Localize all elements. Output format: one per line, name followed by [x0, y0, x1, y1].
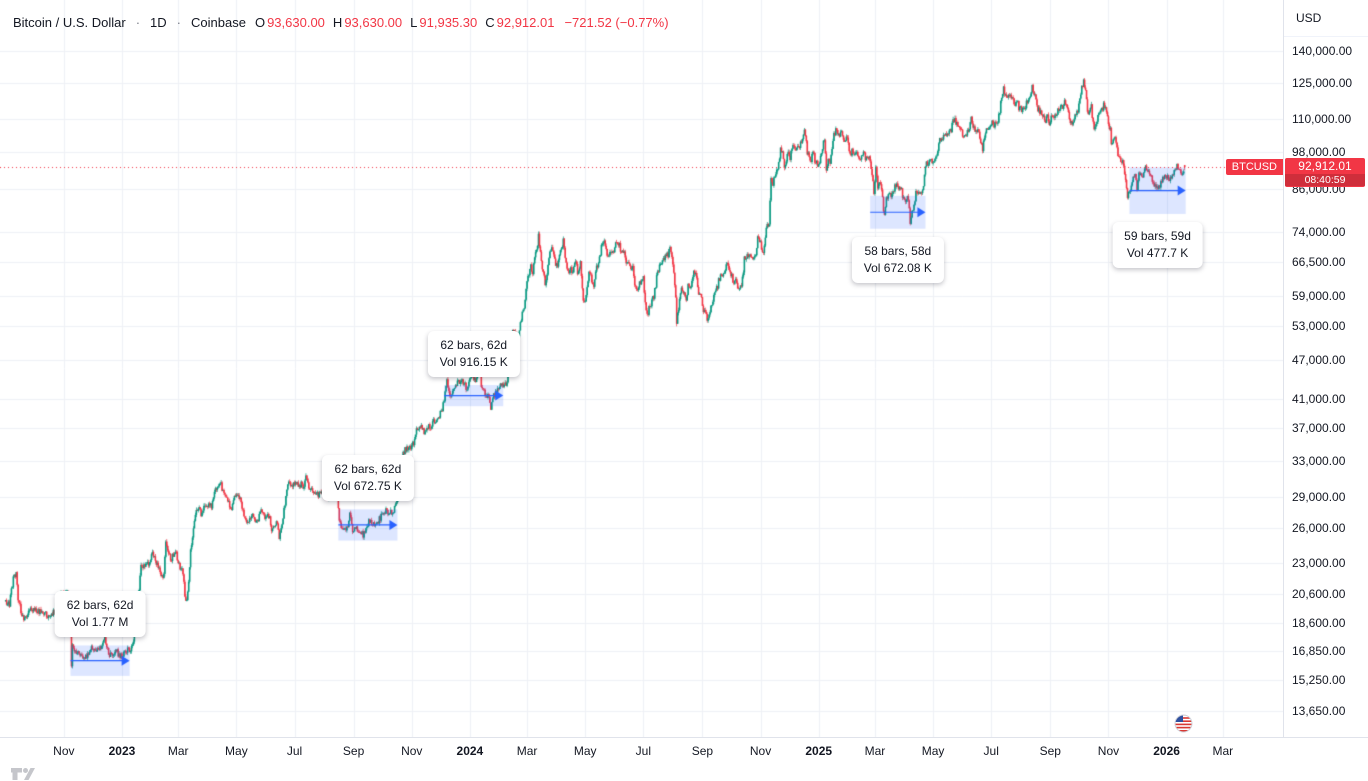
open-value: 93,630.00 — [267, 15, 325, 30]
price-tick-label: 47,000.00 — [1292, 353, 1346, 368]
high-label: H — [332, 15, 343, 30]
time-tick-label: Sep — [1039, 744, 1061, 758]
time-tick-label: Sep — [342, 744, 365, 758]
measurement-volume-text: Vol 1.77 M — [71, 615, 129, 630]
time-tick-label: Mar — [864, 744, 886, 758]
low-value: 91,935.30 — [419, 15, 478, 30]
symbol-title[interactable]: Bitcoin / U.S. Dollar — [13, 15, 126, 30]
currency-label[interactable]: USD — [1284, 0, 1368, 37]
exchange-label[interactable]: Coinbase — [191, 15, 246, 30]
measurement-volume-text: Vol 672.08 K — [863, 260, 932, 275]
us-flag-event-icon[interactable] — [1174, 714, 1193, 733]
time-tick-label: Jul — [286, 744, 303, 758]
measurement-bars-text: 58 bars, 58d — [864, 243, 932, 258]
time-tick-label: May — [921, 744, 945, 758]
last-price-badge: 92,912.01 08:40:59 — [1285, 158, 1365, 188]
time-tick-label: 2024 — [456, 744, 484, 758]
price-tick-label: 26,000.00 — [1292, 521, 1346, 536]
symbol-tag-text: BTCUSD — [1231, 161, 1277, 174]
measurement-volume-text: Vol 672.75 K — [333, 479, 402, 494]
price-tick-label: 59,000.00 — [1292, 288, 1346, 303]
time-tick-label: Jul — [635, 744, 651, 758]
close-value: 92,912.01 — [496, 15, 555, 30]
price-tick-label: 110,000.00 — [1292, 112, 1352, 127]
open-label: O — [254, 15, 266, 30]
close-label: C — [485, 15, 495, 30]
measurement-volume-text: Vol 916.15 K — [439, 355, 508, 370]
candlestick-chart-canvas[interactable] — [0, 0, 1283, 737]
separator: · — [176, 15, 182, 30]
price-axis[interactable]: USD 140,000.00 125,000.00 110,000.00 98,000… — [1283, 0, 1368, 737]
price-tick-label: 37,000.00 — [1292, 421, 1346, 436]
price-tick-label: 18,600.00 — [1292, 616, 1346, 631]
time-tick-label: 2023 — [108, 744, 136, 758]
price-tick-label: 66,500.00 — [1292, 255, 1346, 270]
measurement-tool-label[interactable]: 62 bars, 62d Vol 916.15 K — [427, 331, 520, 378]
time-tick-label: Sep — [691, 744, 714, 758]
interval-label[interactable]: 1D — [150, 15, 167, 30]
time-tick-label: May — [225, 744, 248, 758]
time-tick-label: Nov — [53, 744, 75, 758]
time-tick-label: Mar — [1212, 744, 1234, 758]
price-tick-label: 41,000.00 — [1292, 392, 1346, 407]
tradingview-logo[interactable] — [10, 767, 36, 781]
low-label: L — [410, 15, 418, 30]
measurement-bars-text: 62 bars, 62d — [440, 338, 508, 353]
time-tick-label: 2025 — [805, 744, 833, 758]
measurement-tool-label[interactable]: 62 bars, 62d Vol 1.77 M — [54, 591, 146, 638]
time-tick-label: Nov — [401, 744, 423, 758]
time-tick-label: Nov — [1097, 744, 1120, 758]
price-tick-label: 16,850.00 — [1292, 644, 1346, 659]
measurement-bars-text: 62 bars, 62d — [334, 462, 402, 477]
time-tick-label: Nov — [749, 744, 772, 758]
measurement-bars-text: 59 bars, 59d — [1124, 228, 1191, 243]
price-tick-label: 33,000.00 — [1292, 453, 1346, 468]
measurement-volume-text: Vol 477.7 K — [1126, 245, 1189, 260]
last-price-symbol-tag: BTCUSD — [1225, 159, 1283, 176]
price-tick-label: 125,000.00 — [1292, 76, 1353, 91]
price-tick-label: 15,250.00 — [1292, 672, 1346, 687]
price-tick-label: 140,000.00 — [1292, 44, 1353, 58]
time-tick-label: Mar — [167, 744, 189, 758]
time-axis[interactable]: Nov 2023 Mar May Jul Sep Nov 2024 Mar May Jul Sep No… — [0, 737, 1368, 781]
measurement-tool-label[interactable]: 58 bars, 58d Vol 672.08 K — [851, 236, 944, 283]
price-tick-label: 13,650.00 — [1292, 704, 1346, 718]
measurement-tool-label[interactable]: 62 bars, 62d Vol 672.75 K — [321, 455, 414, 502]
high-value: 93,630.00 — [344, 15, 403, 30]
measurement-tool-label[interactable]: 59 bars, 59d Vol 477.7 K — [1112, 221, 1203, 268]
time-tick-label: May — [573, 744, 597, 758]
time-tick-label: Mar — [516, 744, 538, 758]
change-value: −721.52 (−0.77%) — [564, 15, 669, 30]
price-tick-label: 20,600.00 — [1292, 587, 1346, 602]
measurement-bars-text: 62 bars, 62d — [66, 598, 134, 613]
price-tick-label: 53,000.00 — [1292, 319, 1346, 334]
last-price-value: 92,912.01 — [1298, 159, 1352, 174]
separator: · — [135, 15, 141, 30]
price-tick-label: 23,000.00 — [1292, 556, 1346, 571]
price-tick-label: 74,000.00 — [1292, 224, 1346, 239]
price-tick-label: 98,000.00 — [1292, 145, 1346, 160]
price-tick-label: 29,000.00 — [1292, 490, 1346, 505]
ohlc-readout: O 93,630.00 H 93,630.00 L 91,935.30 C 92,912… — [255, 15, 669, 30]
time-tick-label: Jul — [983, 744, 999, 758]
bar-countdown: 08:40:59 — [1285, 174, 1365, 187]
time-tick-label: 2026 — [1153, 744, 1180, 758]
